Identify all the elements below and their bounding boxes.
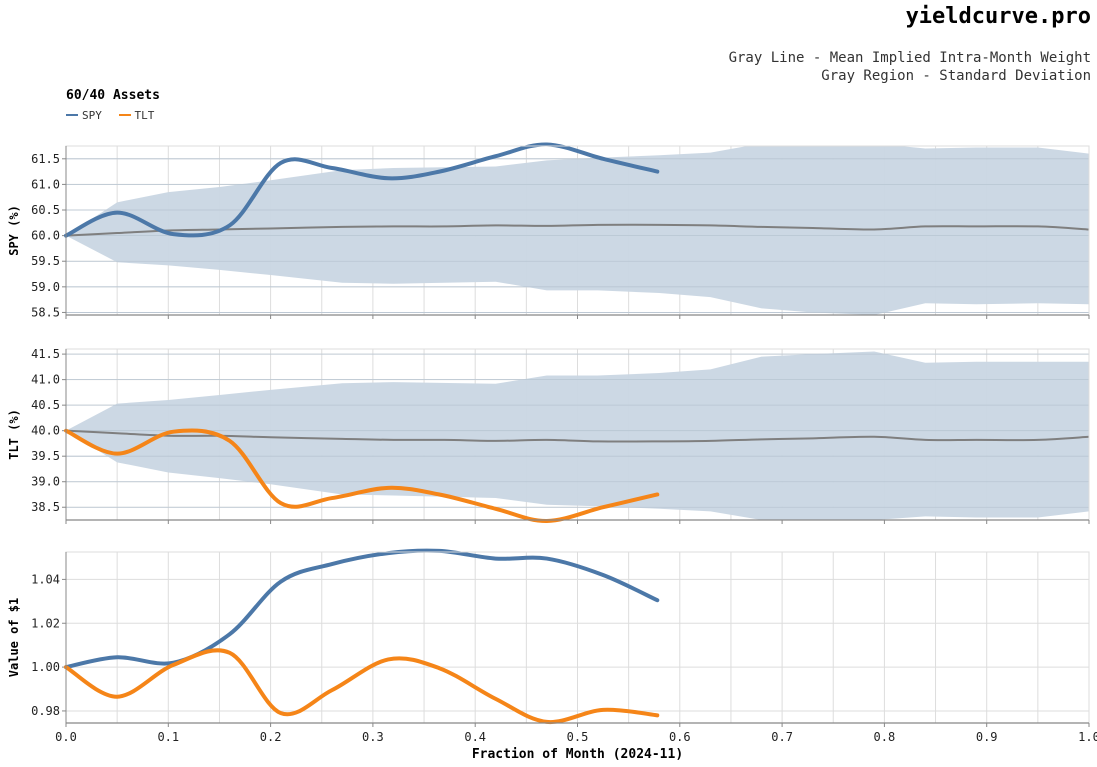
legend-label-spy: SPY xyxy=(82,108,102,122)
y-tick-label: 39.0 xyxy=(31,475,60,489)
y-tick-label: 41.0 xyxy=(31,373,60,387)
subtitle-mean-line: Gray Line - Mean Implied Intra-Month Wei… xyxy=(728,50,1091,66)
y-axis-label: TLT (%) xyxy=(7,409,21,460)
x-tick-label: 0.0 xyxy=(55,730,77,744)
std-dev-band xyxy=(66,351,1089,520)
y-axis-label: Value of $1 xyxy=(7,598,21,677)
x-tick-label: 0.6 xyxy=(669,730,691,744)
series-line-spy xyxy=(64,548,660,670)
y-tick-label: 61.0 xyxy=(31,177,60,191)
x-tick-label: 1.0 xyxy=(1078,730,1097,744)
chart-panel-spy: 58.5 59.0 59.5 60.0 60.5 61.0 61.5 SPY (%) xyxy=(7,142,1090,319)
y-tick-label: 41.5 xyxy=(31,347,60,361)
x-axis-label: Fraction of Month (2024-11) xyxy=(472,747,683,762)
legend-label-tlt: TLT xyxy=(134,108,155,122)
y-tick-label: 59.5 xyxy=(31,254,60,268)
x-tick-label: 0.1 xyxy=(157,730,179,744)
legend-item-spy: SPY xyxy=(66,109,102,122)
x-tick-label: 0.7 xyxy=(771,730,793,744)
y-tick-label: 0.98 xyxy=(31,704,60,718)
y-axis-label: SPY (%) xyxy=(7,205,21,256)
chart-panel-value: 0.98 1.00 1.02 1.04 Value of $1 0.0 0.1 0.2 0.3 0… xyxy=(7,548,1097,762)
y-tick-label: 1.00 xyxy=(31,660,60,674)
legend-item-tlt: TLT xyxy=(118,108,155,122)
std-dev-band xyxy=(66,146,1089,315)
y-tick-label: 59.0 xyxy=(31,280,60,294)
y-tick-label: 40.0 xyxy=(31,424,60,438)
series-line-tlt xyxy=(64,428,660,524)
legend-swatch-spy xyxy=(66,114,78,116)
brand-title: yieldcurve.pro xyxy=(905,4,1091,29)
y-tick-label: 1.04 xyxy=(31,572,60,586)
y-tick-label: 60.0 xyxy=(31,229,60,243)
legend-title: 60/40 Assets xyxy=(66,88,160,103)
y-tick-label: 38.5 xyxy=(31,500,60,514)
y-tick-label: 58.5 xyxy=(31,305,60,319)
y-tick-label: 1.02 xyxy=(31,616,60,630)
legend: SPY TLT xyxy=(66,106,164,122)
x-tick-label: 0.5 xyxy=(567,730,589,744)
y-tick-label: 61.5 xyxy=(31,152,60,166)
series-line-tlt xyxy=(64,648,660,724)
series-line-spy xyxy=(64,142,660,238)
x-tick-label: 0.2 xyxy=(260,730,282,744)
y-tick-label: 40.5 xyxy=(31,398,60,412)
x-tick-label: 0.9 xyxy=(976,730,998,744)
x-tick-label: 0.8 xyxy=(874,730,896,744)
chart-panel-tlt: 38.5 39.0 39.5 40.0 40.5 41.0 41.5 TLT (%) xyxy=(7,347,1090,524)
subtitle-std-region: Gray Region - Standard Deviation xyxy=(821,68,1091,84)
legend-swatch-tlt xyxy=(118,114,131,116)
y-tick-label: 39.5 xyxy=(31,449,60,463)
x-tick-label: 0.4 xyxy=(464,730,486,744)
y-tick-label: 60.5 xyxy=(31,203,60,217)
x-tick-label: 0.3 xyxy=(362,730,384,744)
